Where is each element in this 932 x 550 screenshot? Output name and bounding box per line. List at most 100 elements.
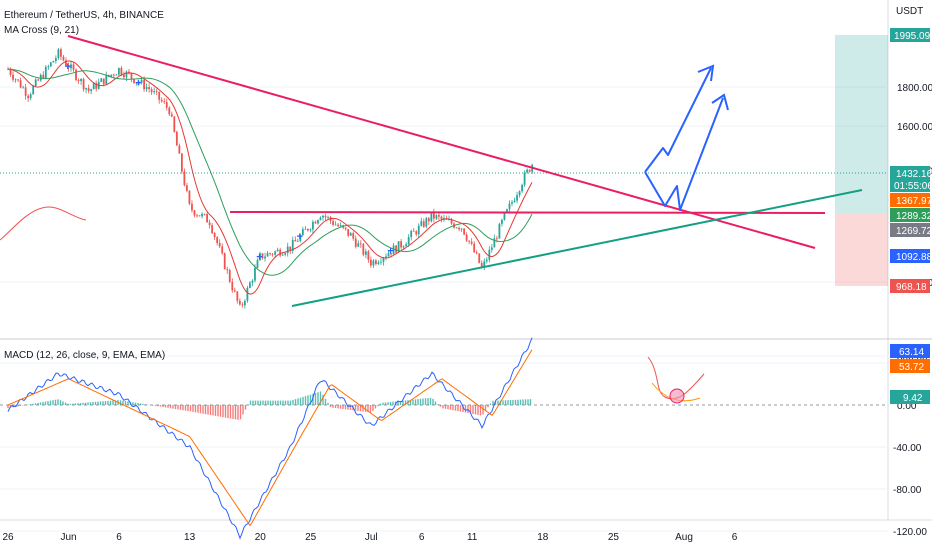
histogram-bar [109, 400, 112, 405]
candle-body [90, 89, 93, 92]
ascending-trendline[interactable] [291, 189, 863, 307]
histogram-bar [327, 402, 329, 405]
histogram-bar [517, 399, 519, 405]
histogram-bar [214, 405, 217, 416]
candle-body [460, 228, 463, 230]
macd-lines[interactable] [7, 337, 533, 540]
badge-histogram-text: 9.42 [903, 393, 923, 404]
histogram-bar [147, 404, 149, 406]
left-curve-drawing[interactable] [0, 206, 87, 241]
candle-body [470, 241, 473, 244]
macd-line[interactable] [7, 337, 533, 540]
candle-body [440, 216, 443, 219]
candle-body [65, 60, 67, 66]
candle-body [364, 251, 367, 255]
candle-body [163, 101, 166, 103]
histogram-bar [97, 401, 99, 405]
candle-body [478, 253, 481, 263]
candle-body [380, 261, 382, 263]
horizontal-resistance-line[interactable] [229, 211, 826, 214]
badge-countdown-text: 01:55:06 [894, 181, 932, 192]
histogram-bar [294, 399, 297, 405]
histogram-bar [82, 402, 84, 405]
candle-body [249, 282, 251, 288]
histogram-bar [132, 402, 134, 405]
histogram-bar [429, 397, 432, 405]
macd-projection-curve[interactable] [647, 356, 705, 400]
candle-body [375, 260, 377, 264]
symbol-title[interactable]: Ethereum / TetherUS, 4h, BINANCE [4, 10, 164, 21]
histogram-bar [252, 400, 254, 405]
time-axis[interactable]: 26 Jun 6 13 20 25 Jul 6 11 18 25 Aug 6 [2, 532, 737, 543]
histogram-bar [249, 400, 252, 405]
candle-body [367, 251, 370, 260]
histogram-bar [64, 402, 67, 405]
macd-axis[interactable]: 40.000.00-40.00-80.00-120.00 [893, 359, 927, 538]
target-zone[interactable] [835, 35, 888, 213]
candle-body [150, 89, 153, 93]
macd-cross-circle[interactable] [669, 388, 685, 404]
histogram-bar [349, 405, 352, 410]
histogram-bar [277, 400, 279, 405]
histogram-bar [379, 403, 382, 405]
histogram-bar [494, 400, 497, 405]
candle-body [34, 79, 37, 86]
histogram-bar [259, 400, 262, 405]
stop-zone[interactable] [835, 213, 888, 286]
candle-body [158, 91, 161, 100]
candle-body [77, 79, 80, 82]
candle-body [52, 61, 55, 63]
candle-body [490, 247, 493, 250]
histogram-bar [94, 401, 97, 405]
candle-body [299, 235, 302, 242]
projection-arrow-1[interactable] [644, 67, 712, 173]
candle-body [296, 241, 299, 242]
candle-body [286, 246, 289, 254]
candle-body [422, 221, 425, 227]
histogram-bar [139, 403, 142, 405]
histogram-bar [274, 400, 277, 405]
signal-line[interactable] [7, 349, 533, 527]
candle-body [115, 74, 118, 76]
candle-body [62, 56, 65, 61]
histogram-bar [324, 398, 327, 405]
candle-body [211, 225, 214, 233]
macd-label[interactable]: MACD (12, 26, close, 9, EMA, EMA) [4, 350, 165, 361]
badge-histogram: 9.42 [890, 390, 930, 404]
time-tick-label: 13 [184, 532, 196, 543]
candle-body [256, 260, 259, 268]
candle-body [216, 237, 219, 244]
histogram-bar [162, 405, 164, 408]
histogram-bar [267, 400, 269, 405]
histogram-bar [342, 405, 344, 410]
candle-body [186, 185, 188, 191]
candle-body [193, 210, 196, 216]
candle-body [138, 82, 140, 84]
currency-label: USDT [896, 6, 923, 17]
macd-histogram[interactable] [7, 391, 532, 420]
histogram-bar [309, 394, 312, 405]
candle-body [488, 249, 491, 260]
candle-body [100, 78, 103, 82]
histogram-bar [319, 391, 322, 405]
histogram-bar [282, 400, 284, 405]
candle-body [188, 190, 191, 204]
ma-cross-label[interactable]: MA Cross (9, 21) [4, 25, 79, 36]
projection-arrow-2[interactable] [644, 97, 724, 211]
candle-body [314, 221, 317, 224]
candle-body [251, 280, 254, 283]
candle-body [168, 107, 171, 115]
candle-body [382, 257, 385, 262]
candle-body [47, 66, 50, 68]
candle-body [400, 241, 403, 248]
candle-body [511, 202, 513, 204]
ma-fast-line [7, 60, 533, 295]
candle-body [105, 74, 108, 85]
candle-body [526, 169, 529, 173]
histogram-bar [137, 403, 139, 405]
histogram-bar [189, 405, 192, 412]
histogram-bar [219, 405, 222, 417]
candle-body [32, 85, 35, 95]
histogram-bar [202, 405, 204, 414]
